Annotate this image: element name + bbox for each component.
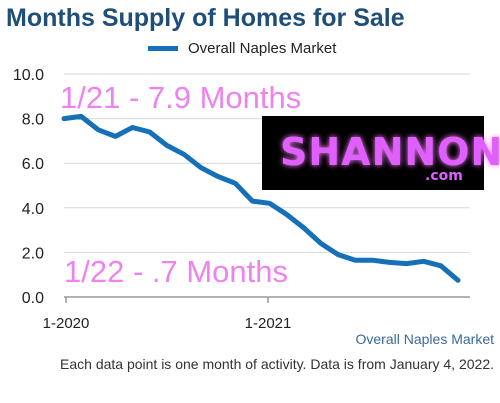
axes: [64, 296, 470, 303]
logo-suffix: .com: [425, 168, 463, 184]
series: [61, 113, 461, 283]
chart-title: Months Supply of Homes for Sale: [6, 4, 405, 32]
y-tick-label: 2.0: [22, 245, 44, 262]
shannon-logo: [262, 116, 484, 190]
footnote: Each data point is one month of activity…: [60, 356, 494, 372]
y-tick-label: 4.0: [22, 201, 44, 218]
legend-swatch: [148, 46, 178, 51]
annotation-start: 1/21 - 7.9 Months: [60, 80, 302, 115]
y-tick-label: 8.0: [22, 112, 44, 129]
legend-label: Overall Naples Market: [188, 40, 337, 57]
y-tick-label: 6.0: [22, 156, 44, 173]
source-label: Overall Naples Market: [355, 331, 495, 347]
x-tick-label: 1-2021: [245, 315, 292, 332]
y-tick-labels: 0.0 2.0 4.0 6.0 8.0 10.0: [13, 67, 44, 307]
y-tick-label: 0.0: [22, 290, 44, 307]
logo-text: SHANNON: [280, 130, 500, 174]
x-tick-labels: 1-2020 1-2021: [43, 315, 292, 332]
legend: Overall Naples Market: [148, 40, 336, 57]
series-line-overall-naples: [61, 113, 461, 283]
annotation-end: 1/22 - .7 Months: [64, 254, 289, 289]
x-tick-label: 1-2020: [43, 315, 90, 332]
y-tick-label: 10.0: [13, 67, 44, 84]
